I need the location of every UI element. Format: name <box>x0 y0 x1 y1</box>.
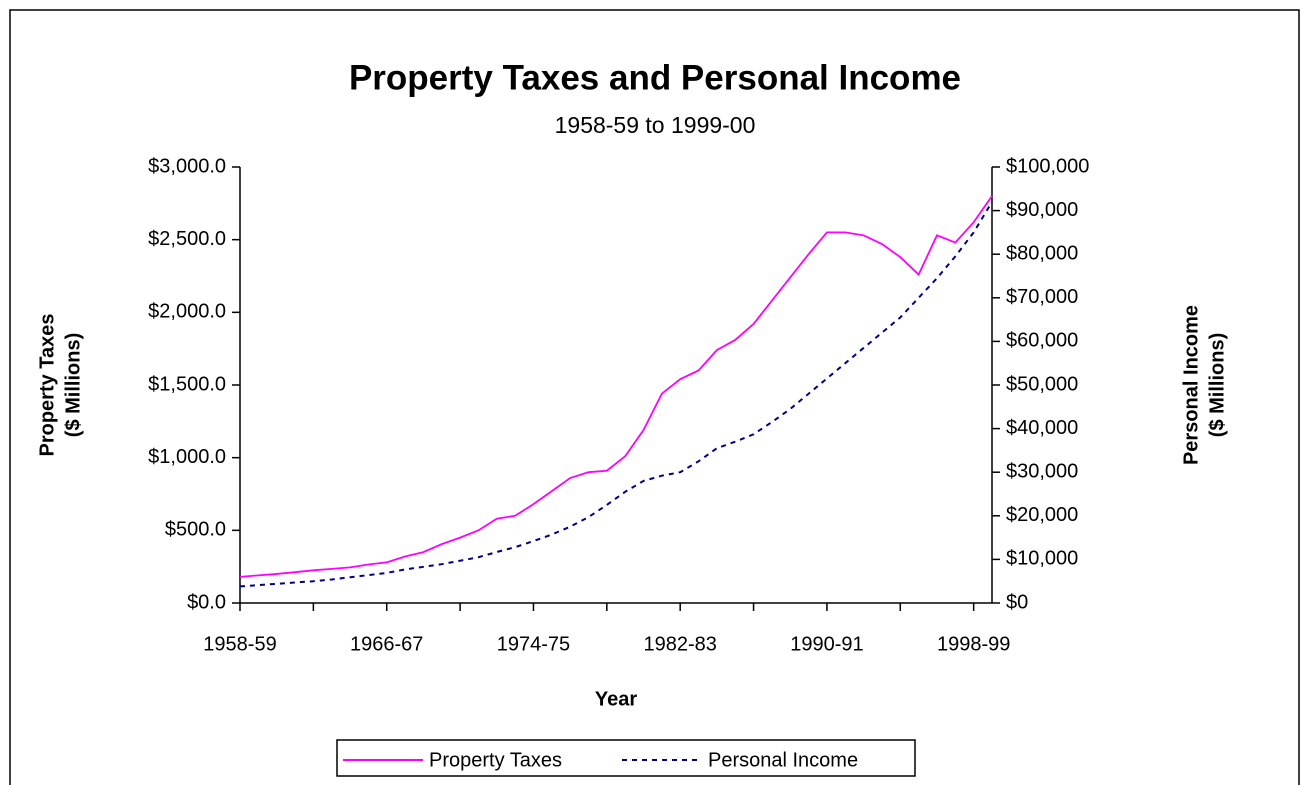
y2-tick-label: $90,000 <box>1006 199 1078 221</box>
x-tick-label: 1966-67 <box>350 633 423 655</box>
y2-tick-label: $60,000 <box>1006 330 1078 352</box>
legend-label: Property Taxes <box>429 749 562 771</box>
x-tick-label: 1958-59 <box>203 633 276 655</box>
chart-subtitle: 1958-59 to 1999-00 <box>555 112 756 138</box>
y-tick-label: $0.0 <box>187 591 226 613</box>
y-axis-label-line: Property Taxes <box>36 313 58 456</box>
y2-axis-label: Personal Income ($ Millions) <box>1180 305 1228 465</box>
y2-tick-label: $20,000 <box>1006 504 1078 526</box>
y-tick-label: $2,000.0 <box>148 301 226 323</box>
y-tick-label: $1,500.0 <box>148 373 226 395</box>
y-axis-label: Property Taxes ($ Millions) <box>36 313 84 456</box>
y2-tick-label: $80,000 <box>1006 242 1078 264</box>
x-tick-label: 1998-99 <box>937 633 1010 655</box>
x-tick-label: 1974-75 <box>497 633 570 655</box>
y-tick-label: $3,000.0 <box>148 155 226 177</box>
y-tick-label: $2,500.0 <box>148 228 226 250</box>
x-axis-label: Year <box>595 688 637 710</box>
y2-tick-label: $10,000 <box>1006 548 1078 570</box>
y2-tick-label: $0 <box>1006 591 1028 613</box>
legend-label: Personal Income <box>708 749 858 771</box>
series-line <box>239 195 993 578</box>
y-tick-label: $500.0 <box>165 519 226 541</box>
y2-tick-label: $100,000 <box>1006 155 1089 177</box>
y2-tick-label: $30,000 <box>1006 460 1078 482</box>
x-tick-label: 1990-91 <box>790 633 863 655</box>
x-tick-label: 1982-83 <box>643 633 716 655</box>
y2-axis-label-line: ($ Millions) <box>1206 333 1228 437</box>
legend-box <box>336 739 916 777</box>
y-axis-label-line: ($ Millions) <box>62 333 84 437</box>
y2-tick-label: $50,000 <box>1006 373 1078 395</box>
y-tick-label: $1,000.0 <box>148 446 226 468</box>
y2-axis-label-line: Personal Income <box>1180 305 1202 465</box>
y2-tick-label: $40,000 <box>1006 417 1078 439</box>
series-line <box>239 201 993 588</box>
y2-tick-label: $70,000 <box>1006 286 1078 308</box>
chart-frame <box>9 9 1300 785</box>
chart-title: Property Taxes and Personal Income <box>349 58 961 97</box>
